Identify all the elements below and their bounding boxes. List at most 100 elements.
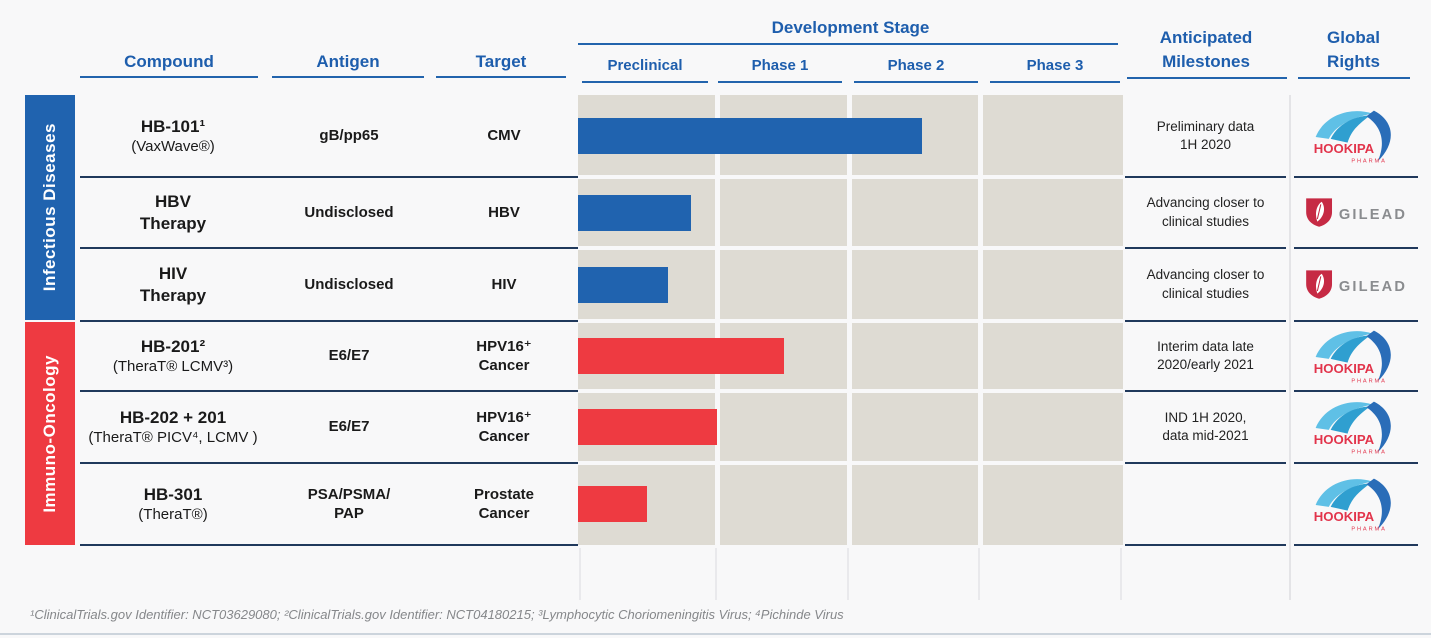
target-cell: CMV (430, 95, 578, 177)
rights-logo-cell: HOOKIPA PHARMA GILEAD (1294, 177, 1420, 248)
milestone-cell: Preliminary data 1H 2020 (1125, 95, 1286, 177)
table-row: HBV Therapy Undisclosed HBV Advancing cl… (0, 177, 1431, 248)
table-row: HIV Therapy Undisclosed HIV Advancing cl… (0, 248, 1431, 321)
grid-extension-line (715, 548, 717, 600)
phase2-underline (854, 81, 978, 83)
compound-cell: HBV Therapy (78, 177, 268, 248)
table-row: HB-202 + 201 (TheraT® PICV⁴, LCMV ) E6/E… (0, 391, 1431, 463)
milestones-rights-separator (1289, 95, 1291, 600)
rights-logo-cell: HOOKIPA PHARMA GILEAD (1294, 248, 1420, 321)
phase-header-phase2: Phase 2 (887, 57, 945, 74)
row-divider (1294, 176, 1418, 178)
progress-bar-hb101 (578, 118, 922, 154)
footnote: ¹ClinicalTrials.gov Identifier: NCT03629… (30, 607, 844, 622)
milestone-cell: Interim data late 2020/early 2021 (1125, 321, 1286, 391)
rights-logo-cell: HOOKIPA PHARMA GILEAD (1294, 391, 1420, 463)
row-divider (1125, 462, 1286, 464)
compound-name: HB-101¹ (140, 116, 206, 136)
phase1-underline (718, 81, 842, 83)
phase-header-phase3: Phase 3 (1026, 57, 1084, 74)
target-underline (436, 76, 566, 78)
target-cell: HPV16⁺ Cancer (430, 391, 578, 463)
target-value: Prostate Cancer (473, 485, 535, 523)
compound-cell: HB-202 + 201 (TheraT® PICV⁴, LCMV ) (78, 391, 268, 463)
table-row: HB-101¹ (VaxWave®) gB/pp65 CMV Prelimina… (0, 95, 1431, 177)
row-divider (1125, 247, 1286, 249)
development-stage-title: Development Stage (771, 18, 930, 37)
group-band-infectious-diseases: Infectious Diseases (25, 95, 75, 320)
global-rights-underline (1298, 77, 1410, 79)
row-gap (578, 319, 1123, 323)
antigen-value: PSA/PSMA/ PAP (307, 485, 391, 523)
milestone-text: Interim data late 2020/early 2021 (1157, 338, 1254, 372)
grid-extension-line (1120, 548, 1122, 600)
row-divider (1294, 247, 1418, 249)
compound-name: HBV Therapy (139, 192, 207, 233)
target-value: CMV (487, 127, 521, 145)
column-header-target: Target (475, 52, 527, 71)
milestone-cell: IND 1H 2020, data mid-2021 (1125, 391, 1286, 463)
svg-text:PHARMA: PHARMA (1351, 158, 1386, 164)
rights-logo-cell: HOOKIPA PHARMA GILEAD (1294, 95, 1420, 177)
compound-subname: (VaxWave®) (131, 137, 215, 155)
row-divider (1125, 544, 1286, 546)
svg-text:PHARMA: PHARMA (1351, 526, 1386, 532)
gilead-logo: GILEAD (1306, 269, 1405, 299)
progress-bar-hiv-therapy (578, 267, 669, 303)
milestone-cell (1125, 463, 1286, 545)
svg-text:PHARMA: PHARMA (1351, 378, 1386, 384)
table-row: HB-201² (TheraT® LCMV³) E6/E7 HPV16⁺ Can… (0, 321, 1431, 391)
column-header-anticipated-milestones: Anticipated Milestones (1159, 28, 1253, 71)
milestone-text: Advancing closer to clinical studies (1146, 267, 1265, 301)
antigen-value: Undisclosed (304, 203, 394, 221)
row-divider (1294, 390, 1418, 392)
gilead-logo: GILEAD (1306, 197, 1405, 227)
row-gap (578, 175, 1123, 179)
rights-logo-cell: HOOKIPA PHARMA GILEAD (1294, 321, 1420, 391)
row-divider (80, 462, 578, 464)
column-header-global-rights: Global Rights (1327, 28, 1380, 71)
row-divider (80, 320, 578, 322)
bottom-border-line (0, 633, 1431, 635)
group-band-immuno-oncology: Immuno-Oncology (25, 322, 75, 545)
antigen-value: E6/E7 (328, 347, 370, 365)
target-value: HPV16⁺ Cancer (476, 408, 532, 446)
milestone-text: Advancing closer to clinical studies (1146, 195, 1265, 229)
svg-text:HOOKIPA: HOOKIPA (1314, 432, 1375, 447)
progress-bar-hb201 (578, 338, 784, 374)
row-divider (80, 390, 578, 392)
compound-cell: HB-301 (TheraT®) (78, 463, 268, 545)
target-cell: Prostate Cancer (430, 463, 578, 545)
milestones-underline (1127, 77, 1287, 79)
grid-extension-line (579, 548, 581, 600)
antigen-cell: gB/pp65 (268, 95, 430, 177)
target-cell: HIV (430, 248, 578, 321)
compound-subname: (TheraT® LCMV³) (112, 357, 234, 375)
svg-text:HOOKIPA: HOOKIPA (1314, 361, 1375, 376)
milestone-cell: Advancing closer to clinical studies (1125, 248, 1286, 321)
compound-name: HB-202 + 201 (119, 407, 227, 427)
target-cell: HBV (430, 177, 578, 248)
antigen-cell: E6/E7 (268, 391, 430, 463)
svg-text:HOOKIPA: HOOKIPA (1314, 509, 1375, 524)
phase-header-preclinical: Preclinical (607, 57, 683, 74)
compound-cell: HIV Therapy (78, 248, 268, 321)
target-value: HPV16⁺ Cancer (476, 337, 532, 375)
row-divider (80, 176, 578, 178)
development-stage-underline (578, 43, 1118, 45)
row-divider (1125, 320, 1286, 322)
milestone-text: Preliminary data 1H 2020 (1156, 118, 1255, 152)
antigen-value: gB/pp65 (319, 127, 379, 145)
row-divider (1125, 390, 1286, 392)
antigen-underline (272, 76, 424, 78)
progress-bar-hb301 (578, 486, 647, 522)
compound-subname: (TheraT® PICV⁴, LCMV ) (88, 428, 258, 446)
compound-name: HIV Therapy (139, 264, 207, 305)
antigen-value: Undisclosed (304, 275, 394, 293)
antigen-value: E6/E7 (328, 418, 370, 436)
development-stage-grid (578, 95, 1123, 545)
antigen-cell: PSA/PSMA/ PAP (268, 463, 430, 545)
grid-extension-line (847, 548, 849, 600)
column-header-compound: Compound (124, 52, 214, 71)
